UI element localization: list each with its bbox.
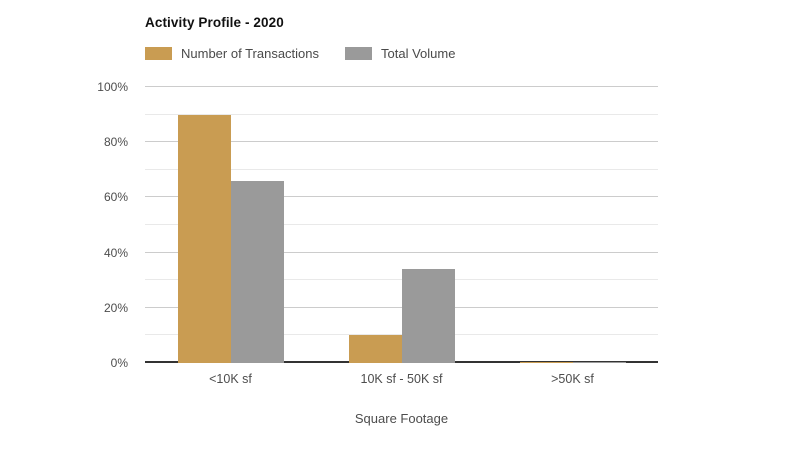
chart-title: Activity Profile - 2020 bbox=[145, 15, 284, 30]
x-tick-label-2: >50K sf bbox=[551, 372, 594, 386]
bar-series1-cat2 bbox=[573, 362, 626, 363]
y-tick-label-40: 40% bbox=[103, 246, 128, 260]
x-tick-label-1: 10K sf - 50K sf bbox=[360, 372, 443, 386]
x-axis-title: Square Footage bbox=[354, 411, 449, 426]
y-tick-label-0: 0% bbox=[110, 356, 128, 370]
gridline-70 bbox=[145, 168, 658, 170]
legend-label: Total Volume bbox=[381, 46, 456, 61]
y-tick-label-80: 80% bbox=[103, 135, 128, 149]
y-tick-label-60: 60% bbox=[103, 190, 128, 204]
gridline-40 bbox=[145, 251, 658, 253]
legend-label: Number of Transactions bbox=[181, 46, 320, 61]
bar-series0-cat0 bbox=[178, 115, 231, 363]
gridline-30 bbox=[145, 279, 658, 281]
gridline-100 bbox=[145, 86, 658, 87]
legend-swatch-icon bbox=[145, 47, 172, 60]
bar-series0-cat2 bbox=[520, 362, 573, 363]
plot-area bbox=[145, 86, 658, 363]
legend-item-0: Number of Transactions bbox=[145, 46, 319, 61]
gridline-80 bbox=[145, 141, 658, 143]
gridline-50 bbox=[145, 224, 658, 225]
y-tick-label-20: 20% bbox=[103, 301, 128, 315]
bar-series1-cat0 bbox=[231, 181, 284, 363]
gridline-90 bbox=[145, 113, 658, 115]
legend-item-1: Total Volume bbox=[345, 46, 455, 61]
gridline-60 bbox=[145, 196, 658, 198]
y-tick-label-100: 100% bbox=[97, 80, 128, 94]
bar-series1-cat1 bbox=[402, 269, 455, 363]
x-tick-label-0: <10K sf bbox=[209, 372, 252, 386]
bar-series0-cat1 bbox=[349, 335, 402, 363]
gridline-20 bbox=[145, 306, 658, 308]
legend-swatch-icon bbox=[345, 47, 372, 60]
gridline-10 bbox=[145, 334, 658, 336]
